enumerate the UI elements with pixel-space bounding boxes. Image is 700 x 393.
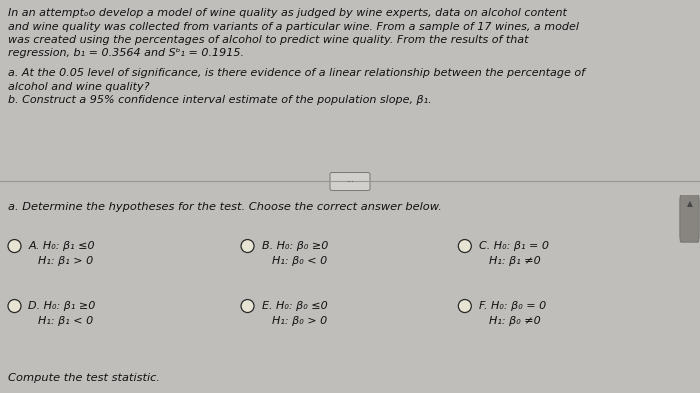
Text: and wine quality was collected from variants of a particular wine. From a sample: and wine quality was collected from vari… <box>8 22 579 31</box>
Circle shape <box>241 240 254 253</box>
FancyBboxPatch shape <box>330 173 370 191</box>
Text: ...: ... <box>346 175 354 184</box>
Text: H₁: β₁ < 0: H₁: β₁ < 0 <box>38 316 94 325</box>
Circle shape <box>8 240 21 253</box>
Text: In an attemptₒo develop a model of wine quality as judged by wine experts, data : In an attemptₒo develop a model of wine … <box>8 8 567 18</box>
Text: a. Determine the hypotheses for the test. Choose the correct answer below.: a. Determine the hypotheses for the test… <box>8 202 442 211</box>
Text: alcohol and wine quality?: alcohol and wine quality? <box>8 81 150 92</box>
Text: F. H₀: β₀ = 0: F. H₀: β₀ = 0 <box>479 301 546 310</box>
Circle shape <box>458 240 471 253</box>
Text: was created using the percentages of alcohol to predict wine quality. From the r: was created using the percentages of alc… <box>8 35 528 45</box>
Text: Compute the test statistic.: Compute the test statistic. <box>8 373 160 383</box>
Text: H₁: β₀ > 0: H₁: β₀ > 0 <box>272 316 327 325</box>
Text: H₁: β₀ < 0: H₁: β₀ < 0 <box>272 255 327 266</box>
Text: H₁: β₁ ≠0: H₁: β₁ ≠0 <box>489 255 540 266</box>
Text: regression, b₁ = 0.3564 and Sᵇ₁ = 0.1915.: regression, b₁ = 0.3564 and Sᵇ₁ = 0.1915… <box>8 48 244 59</box>
Text: a. At the 0.05 level of significance, is there evidence of a linear relationship: a. At the 0.05 level of significance, is… <box>8 68 585 78</box>
Circle shape <box>241 299 254 312</box>
Text: H₁: β₁ > 0: H₁: β₁ > 0 <box>38 255 94 266</box>
Text: E. H₀: β₀ ≤0: E. H₀: β₀ ≤0 <box>262 301 328 310</box>
Text: H₁: β₀ ≠0: H₁: β₀ ≠0 <box>489 316 540 325</box>
Text: B. H₀: β₀ ≥0: B. H₀: β₀ ≥0 <box>262 241 328 250</box>
Text: b. Construct a 95% confidence interval estimate of the population slope, β₁.: b. Construct a 95% confidence interval e… <box>8 95 432 105</box>
FancyBboxPatch shape <box>680 195 699 242</box>
Circle shape <box>8 299 21 312</box>
Text: ▲: ▲ <box>687 200 692 209</box>
Circle shape <box>458 299 471 312</box>
Text: D. H₀: β₁ ≥0: D. H₀: β₁ ≥0 <box>29 301 96 310</box>
Text: A. H₀: β₁ ≤0: A. H₀: β₁ ≤0 <box>29 241 95 250</box>
Text: C. H₀: β₁ = 0: C. H₀: β₁ = 0 <box>479 241 549 250</box>
